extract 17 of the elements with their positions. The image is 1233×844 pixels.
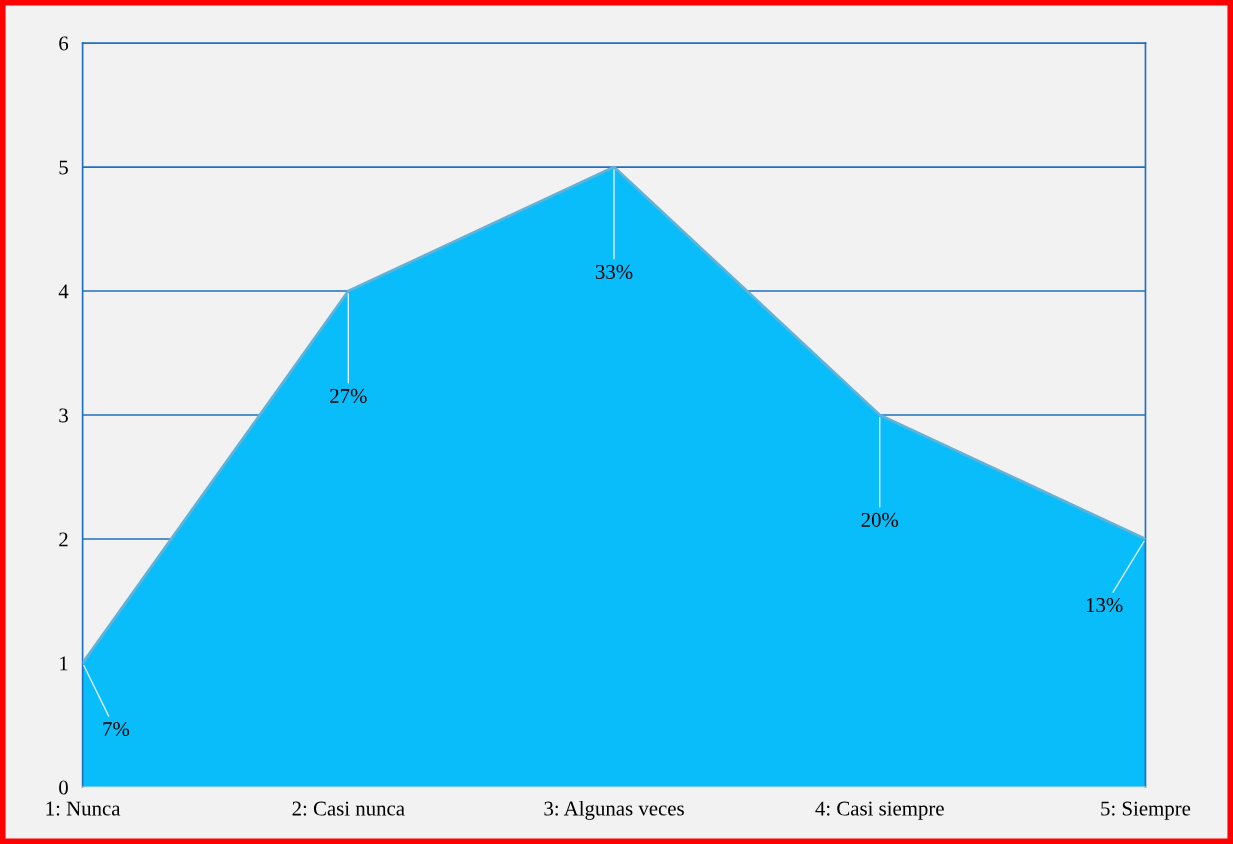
x-tick-label: 2: Casi nunca: [292, 801, 405, 816]
y-tick-label: 3: [59, 408, 68, 423]
y-tick-label: 6: [59, 36, 69, 51]
y-tick-label: 5: [59, 160, 68, 175]
y-tick-label: 2: [59, 532, 68, 547]
x-tick-label: 4: Casi siempre: [815, 801, 944, 820]
annotation: 27%: [330, 388, 367, 403]
y-tick-label: 4: [58, 284, 69, 299]
annotation: 33%: [595, 264, 633, 279]
y-tick-label: 1: [60, 656, 68, 671]
x-tick-label: 3: Algunas veces: [544, 800, 684, 820]
x-tick-label: 5: Siempre: [1101, 801, 1191, 820]
y-tick-label: 0: [59, 780, 68, 795]
annotation: 13%: [1086, 597, 1123, 613]
annotation: 7%: [103, 721, 130, 737]
x-tick-label: 1: Nunca: [46, 801, 121, 816]
annotation: 20%: [861, 512, 899, 527]
